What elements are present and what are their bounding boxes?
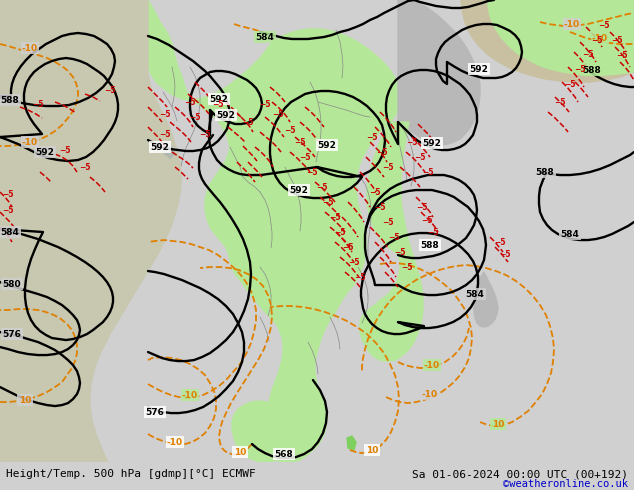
Text: 592: 592 xyxy=(470,65,488,74)
Text: 592: 592 xyxy=(423,139,441,147)
Text: −5: −5 xyxy=(316,183,328,192)
Polygon shape xyxy=(163,144,175,158)
Text: 10: 10 xyxy=(234,447,246,457)
Text: −5: −5 xyxy=(598,21,610,29)
Text: 588: 588 xyxy=(583,66,602,74)
Text: 576: 576 xyxy=(146,408,164,416)
Text: −5: −5 xyxy=(3,205,14,215)
Text: −5: −5 xyxy=(299,152,311,162)
Text: −5: −5 xyxy=(394,247,406,257)
Text: Height/Temp. 500 hPa [gdmp][°C] ECMWF: Height/Temp. 500 hPa [gdmp][°C] ECMWF xyxy=(6,469,256,479)
Text: −5: −5 xyxy=(421,216,433,224)
Text: 584: 584 xyxy=(465,290,484,298)
Polygon shape xyxy=(488,0,634,75)
Text: −5: −5 xyxy=(499,249,511,259)
Text: −5: −5 xyxy=(348,258,359,267)
Text: 584: 584 xyxy=(1,227,20,237)
Text: −5: −5 xyxy=(199,129,210,139)
Polygon shape xyxy=(347,436,356,450)
Text: −5: −5 xyxy=(564,79,576,89)
Polygon shape xyxy=(232,401,294,462)
Text: −5: −5 xyxy=(495,238,506,246)
Text: 10: 10 xyxy=(366,445,378,455)
Text: −5: −5 xyxy=(382,218,394,226)
Text: 588: 588 xyxy=(1,96,20,104)
Polygon shape xyxy=(0,0,181,462)
Text: −5: −5 xyxy=(354,272,366,282)
Text: −5: −5 xyxy=(342,243,354,251)
Polygon shape xyxy=(474,272,498,327)
Text: −5: −5 xyxy=(369,188,381,196)
Text: −5: −5 xyxy=(259,99,271,108)
Text: 592: 592 xyxy=(217,111,235,120)
Text: −5: −5 xyxy=(32,99,44,108)
Text: −5: −5 xyxy=(3,190,14,198)
Text: −5: −5 xyxy=(611,35,623,45)
Text: 576: 576 xyxy=(3,330,22,339)
Text: −5: −5 xyxy=(190,113,201,122)
Text: −5: −5 xyxy=(306,168,318,176)
Text: 592: 592 xyxy=(290,186,308,195)
Text: −5: −5 xyxy=(427,227,439,237)
Text: −5: −5 xyxy=(406,138,418,147)
Text: −5: −5 xyxy=(592,35,603,45)
Text: -10: -10 xyxy=(182,391,198,399)
Text: −5: −5 xyxy=(322,197,333,206)
Text: −5: −5 xyxy=(422,168,434,176)
Polygon shape xyxy=(461,0,634,82)
Text: −5: −5 xyxy=(366,132,378,142)
Text: −5: −5 xyxy=(184,98,196,106)
Text: −5: −5 xyxy=(554,98,566,106)
Text: −5: −5 xyxy=(582,49,594,58)
Text: Sa 01-06-2024 00:00 UTC (00+192): Sa 01-06-2024 00:00 UTC (00+192) xyxy=(411,469,628,479)
Text: -10: -10 xyxy=(167,438,183,446)
Text: −5: −5 xyxy=(294,138,306,147)
Text: −5: −5 xyxy=(242,118,254,126)
Text: −5: −5 xyxy=(401,263,413,271)
Text: -10: -10 xyxy=(22,138,38,147)
Text: −5: −5 xyxy=(284,125,295,135)
Text: -10: -10 xyxy=(592,33,608,43)
Text: −5: −5 xyxy=(272,110,284,119)
Polygon shape xyxy=(360,122,423,361)
Text: −5: −5 xyxy=(212,99,224,108)
Text: −5: −5 xyxy=(104,86,116,95)
Text: 588: 588 xyxy=(536,168,554,176)
Text: 584: 584 xyxy=(560,229,579,239)
Text: 592: 592 xyxy=(318,141,337,149)
Text: 568: 568 xyxy=(275,449,294,459)
Text: −5: −5 xyxy=(159,110,171,119)
Text: 592: 592 xyxy=(36,147,55,156)
Polygon shape xyxy=(398,0,480,145)
Text: −5: −5 xyxy=(574,65,586,74)
Text: −5: −5 xyxy=(376,147,388,156)
Text: −5: −5 xyxy=(616,50,628,59)
Text: −5: −5 xyxy=(374,202,385,212)
Text: 10: 10 xyxy=(492,419,504,429)
Text: −5: −5 xyxy=(382,163,394,172)
Text: -10: -10 xyxy=(424,361,440,369)
Text: −5: −5 xyxy=(414,152,426,162)
Text: -10: -10 xyxy=(22,44,38,52)
Text: -10: -10 xyxy=(422,390,438,398)
Text: 580: 580 xyxy=(3,279,22,289)
Text: 10: 10 xyxy=(19,395,31,405)
Text: 592: 592 xyxy=(150,143,169,151)
Text: 592: 592 xyxy=(210,95,228,103)
Text: −5: −5 xyxy=(79,163,91,172)
Text: ©weatheronline.co.uk: ©weatheronline.co.uk xyxy=(503,479,628,489)
Text: −5: −5 xyxy=(59,146,71,154)
Text: −5: −5 xyxy=(388,233,400,242)
Text: −5: −5 xyxy=(329,213,340,221)
Polygon shape xyxy=(148,0,400,462)
Text: −5: −5 xyxy=(417,202,428,212)
Text: −5: −5 xyxy=(159,129,171,139)
Text: 584: 584 xyxy=(256,32,275,42)
Text: 588: 588 xyxy=(420,241,439,249)
Text: −5: −5 xyxy=(334,227,346,237)
Text: -10: -10 xyxy=(564,20,580,28)
